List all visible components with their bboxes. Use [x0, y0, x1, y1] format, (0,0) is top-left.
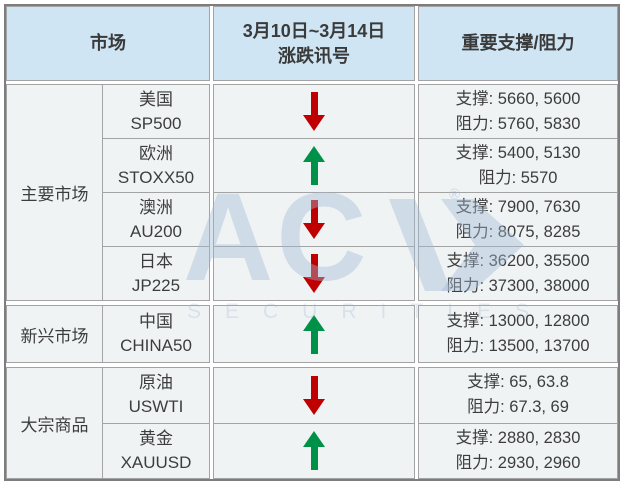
header-levels-label: 重要支撑/阻力 [461, 33, 575, 53]
group-label-cell: 大宗商品 [7, 368, 103, 478]
resistance-line: 阻力: 67.3, 69 [467, 398, 569, 417]
signal-cell [214, 422, 414, 479]
signal-column: 3月10日~3月14日 涨跌讯号 [213, 6, 415, 479]
market-cell-au200: 澳洲 AU200 [103, 192, 209, 246]
market-cell-xauusd: 黄金 XAUUSD [103, 422, 209, 479]
trend-arrow-icon [303, 254, 325, 293]
support-line: 支撑: 2880, 2830 [455, 428, 581, 447]
support-line: 支撑: 5660, 5600 [455, 89, 581, 108]
resistance-line: 阻力: 5570 [478, 168, 558, 187]
support-line: 支撑: 13000, 12800 [446, 312, 590, 330]
market-region: 原油 [139, 373, 173, 393]
market-region: 澳洲 [139, 197, 173, 217]
support-line: 支撑: 5400, 5130 [455, 143, 581, 162]
signal-group-box [213, 367, 415, 479]
trend-arrow-icon [303, 92, 325, 131]
market-region: 日本 [139, 251, 173, 271]
header-levels: 重要支撑/阻力 [418, 6, 618, 81]
levels-group-box: 支撑: 13000, 12800 阻力: 13500, 13700 [418, 305, 618, 363]
signal-group-box [213, 84, 415, 301]
levels-cell: 支撑: 2880, 2830 阻力: 2930, 2960 [419, 422, 617, 479]
trend-arrow-icon [303, 431, 325, 471]
trend-arrow-icon [303, 146, 325, 185]
market-region: 欧洲 [139, 143, 173, 163]
support-line: 支撑: 36200, 35500 [446, 251, 590, 270]
market-region: 美国 [139, 89, 173, 109]
group-emerging-markets: 新兴市场 中国 CHINA50 [6, 305, 210, 363]
support-line: 支撑: 65, 63.8 [467, 373, 569, 392]
signal-cell [214, 246, 414, 300]
header-signal: 3月10日~3月14日 涨跌讯号 [213, 6, 415, 81]
market-cell-stoxx50: 欧洲 STOXX50 [103, 138, 209, 192]
trend-arrow-icon [303, 314, 325, 354]
trend-arrow-icon [303, 375, 325, 415]
market-symbol: XAUUSD [120, 452, 192, 472]
market-symbol: CHINA50 [120, 336, 192, 355]
market-column: 市场 主要市场 美国 SP500 欧洲 STOXX50 澳洲 [6, 6, 210, 479]
group-label: 新兴市场 [20, 326, 89, 346]
levels-cell: 支撑: 7900, 7630 阻力: 8075, 8285 [419, 192, 617, 246]
group-label: 大宗商品 [20, 415, 89, 435]
signal-cell [214, 192, 414, 246]
header-market: 市场 [6, 6, 210, 81]
header-signal-dates: 3月10日~3月14日 [242, 20, 386, 41]
market-cell-china50: 中国 CHINA50 [103, 306, 209, 362]
levels-cell: 支撑: 65, 63.8 阻力: 67.3, 69 [419, 368, 617, 423]
group-label: 主要市场 [20, 185, 89, 204]
levels-cell: 支撑: 5660, 5600 阻力: 5760, 5830 [419, 85, 617, 138]
signal-cell [214, 85, 414, 138]
signal-cell [214, 368, 414, 423]
group-major-markets: 主要市场 美国 SP500 欧洲 STOXX50 澳洲 AU200 [6, 84, 210, 301]
header-signal-label: 涨跌讯号 [278, 45, 350, 66]
trend-arrow-icon [303, 200, 325, 239]
resistance-line: 阻力: 2930, 2960 [455, 453, 581, 472]
market-symbol: SP500 [130, 113, 182, 133]
levels-group-box: 支撑: 65, 63.8 阻力: 67.3, 69 支撑: 2880, 2830… [418, 367, 618, 479]
market-symbol: STOXX50 [117, 167, 195, 187]
levels-column: 重要支撑/阻力 支撑: 5660, 5600 阻力: 5760, 5830 支撑… [418, 6, 618, 479]
levels-group-box: 支撑: 5660, 5600 阻力: 5760, 5830 支撑: 5400, … [418, 84, 618, 301]
resistance-line: 阻力: 37300, 38000 [446, 276, 590, 295]
resistance-line: 阻力: 5760, 5830 [455, 114, 581, 133]
market-cell-jp225: 日本 JP225 [103, 246, 209, 300]
resistance-line: 阻力: 13500, 13700 [446, 337, 590, 355]
signal-cell [214, 306, 414, 362]
market-region: 黄金 [139, 428, 173, 448]
signal-cell [214, 138, 414, 192]
market-symbol: JP225 [131, 275, 181, 295]
group-label-cell: 新兴市场 [7, 306, 103, 362]
resistance-line: 阻力: 8075, 8285 [455, 222, 581, 241]
market-region: 中国 [139, 312, 173, 331]
signal-group-box [213, 305, 415, 363]
header-market-label: 市场 [90, 33, 126, 53]
levels-cell: 支撑: 13000, 12800 阻力: 13500, 13700 [419, 306, 617, 362]
levels-cell: 支撑: 5400, 5130 阻力: 5570 [419, 138, 617, 192]
market-table: 市场 主要市场 美国 SP500 欧洲 STOXX50 澳洲 [4, 4, 620, 481]
levels-cell: 支撑: 36200, 35500 阻力: 37300, 38000 [419, 246, 617, 300]
market-cell-uswti: 原油 USWTI [103, 368, 209, 423]
market-cell-sp500: 美国 SP500 [103, 85, 209, 138]
group-commodities: 大宗商品 原油 USWTI 黄金 XAUUSD [6, 367, 210, 479]
group-label-cell: 主要市场 [7, 85, 103, 300]
support-line: 支撑: 7900, 7630 [455, 197, 581, 216]
market-symbol: USWTI [128, 397, 184, 417]
market-symbol: AU200 [130, 221, 182, 241]
